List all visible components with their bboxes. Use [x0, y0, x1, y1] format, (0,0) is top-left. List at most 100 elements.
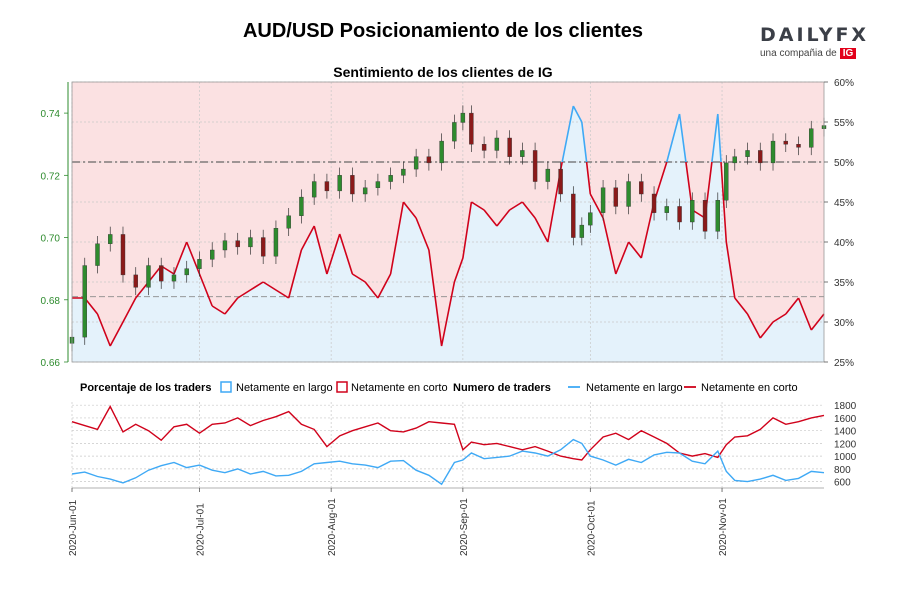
y-tick-label-right: 30% — [834, 318, 854, 329]
legend-num-title: Numero de traders — [453, 382, 551, 394]
candle-body — [809, 128, 814, 148]
candle-body — [469, 112, 474, 145]
candle-body — [108, 234, 113, 244]
x-tick-label: 2020-Jun-01 — [68, 499, 79, 556]
candle-body — [452, 122, 457, 142]
candle-body — [95, 243, 100, 266]
count-tick-label: 800 — [834, 465, 851, 476]
candle-body — [413, 156, 419, 170]
y-tick-label-left: 0.70 — [41, 234, 61, 245]
count-tick-label: 1800 — [834, 401, 857, 412]
candle-body — [600, 187, 606, 213]
logo-sub: una compañia de IG — [760, 48, 870, 59]
candle-body — [210, 249, 215, 260]
candle-body — [702, 200, 708, 232]
legend-short-swatch — [336, 381, 348, 393]
candle-body — [171, 274, 177, 282]
net-long-area — [72, 106, 824, 362]
price-panel: 0.66 0.68 0.70 0.72 0.74 25% 30% 35% 40% 45% 50% 5… — [41, 78, 855, 369]
chart-title: AUD/USD Posicionamiento de los clientes — [242, 20, 644, 42]
logo-sub-text: una compañia de — [760, 48, 837, 59]
x-tick-label: 2020-Aug-01 — [327, 498, 338, 556]
candle-body — [690, 200, 695, 223]
y-tick-label-left: 0.68 — [41, 296, 61, 307]
candle-body — [235, 240, 240, 248]
count-tick-label: 1000 — [834, 452, 857, 463]
legend-long-label: Netamente en largo — [236, 382, 333, 394]
x-tick-label: 2020-Sep-01 — [459, 498, 470, 556]
candle-body — [362, 187, 368, 195]
y-tick-label-right: 55% — [834, 118, 854, 129]
candle-body — [299, 196, 304, 216]
legend-long-swatch — [220, 381, 232, 393]
y-tick-label-left: 0.72 — [41, 171, 61, 182]
price-axis-right: 25% 30% 35% 40% 45% 50% 55% 60% — [824, 78, 854, 369]
y-tick-label-left: 0.74 — [41, 109, 61, 120]
candle-body — [460, 112, 466, 123]
net-long-line — [561, 105, 722, 163]
candle-body — [783, 140, 788, 145]
count-long-line — [71, 438, 825, 486]
legend-pct-title: Porcentaje de los traders — [80, 382, 211, 394]
candle-body — [613, 187, 619, 207]
count-short-line — [71, 405, 825, 461]
candle-body — [82, 265, 87, 338]
legend: Porcentaje de los traders Netamente en l… — [80, 381, 798, 394]
candle-body — [273, 228, 279, 257]
candle-body — [758, 150, 763, 164]
y-tick-label-right: 50% — [834, 158, 854, 169]
candle-body — [146, 265, 151, 288]
candle-body — [651, 193, 657, 213]
price-panel-frame — [71, 81, 825, 363]
candle-body — [520, 150, 525, 157]
legend-num-long-label: Netamente en largo — [586, 382, 683, 394]
candle-body — [337, 175, 342, 192]
price-axis-left: 0.66 0.68 0.70 0.72 0.74 — [41, 109, 68, 369]
candle-body — [724, 162, 729, 201]
chart-subtitle: Sentimiento de los clientes de IG — [333, 64, 553, 80]
count-tick-label: 1400 — [834, 427, 857, 438]
net-short-line — [72, 161, 825, 347]
candle-body — [545, 168, 551, 182]
candle-body — [664, 206, 670, 213]
y-tick-label-right: 40% — [834, 238, 854, 249]
dailyfx-logo: DAILYFX una compañia de IG — [760, 24, 870, 59]
candle-body — [286, 215, 291, 229]
candle-body — [588, 212, 593, 226]
candle-body — [222, 240, 228, 251]
candle-body — [350, 175, 355, 195]
candle-body — [532, 150, 538, 182]
candle-body — [770, 140, 776, 164]
candle-body — [571, 193, 576, 238]
candle-body — [324, 181, 330, 192]
candle-body — [197, 259, 202, 269]
legend-num-short-label: Netamente en corto — [701, 382, 798, 394]
x-tick-label: 2020-Nov-01 — [718, 498, 729, 556]
candle-body — [248, 237, 253, 248]
candle-body — [133, 274, 138, 288]
candle-body — [626, 181, 631, 207]
candle-body — [120, 234, 126, 276]
logo-ig: IG — [839, 48, 857, 59]
candle-body — [388, 175, 393, 182]
candle-body — [494, 137, 500, 151]
y-tick-label-right: 25% — [834, 358, 854, 369]
logo-text: DAILYFX — [760, 24, 870, 46]
count-tick-label: 1200 — [834, 439, 857, 450]
count-grid — [71, 402, 824, 488]
candle-body — [715, 200, 720, 232]
candle-body — [507, 137, 512, 157]
candle-body — [184, 268, 189, 276]
y-tick-label-left: 0.66 — [41, 358, 61, 369]
candle-body — [745, 150, 750, 157]
candle-body — [481, 144, 487, 151]
candle-body — [439, 140, 444, 164]
candle-body — [375, 181, 381, 188]
y-tick-label-right: 35% — [834, 278, 854, 289]
x-tick-label: 2020-Oct-01 — [586, 500, 597, 556]
candle-body — [677, 206, 682, 223]
candle-body — [159, 265, 164, 282]
